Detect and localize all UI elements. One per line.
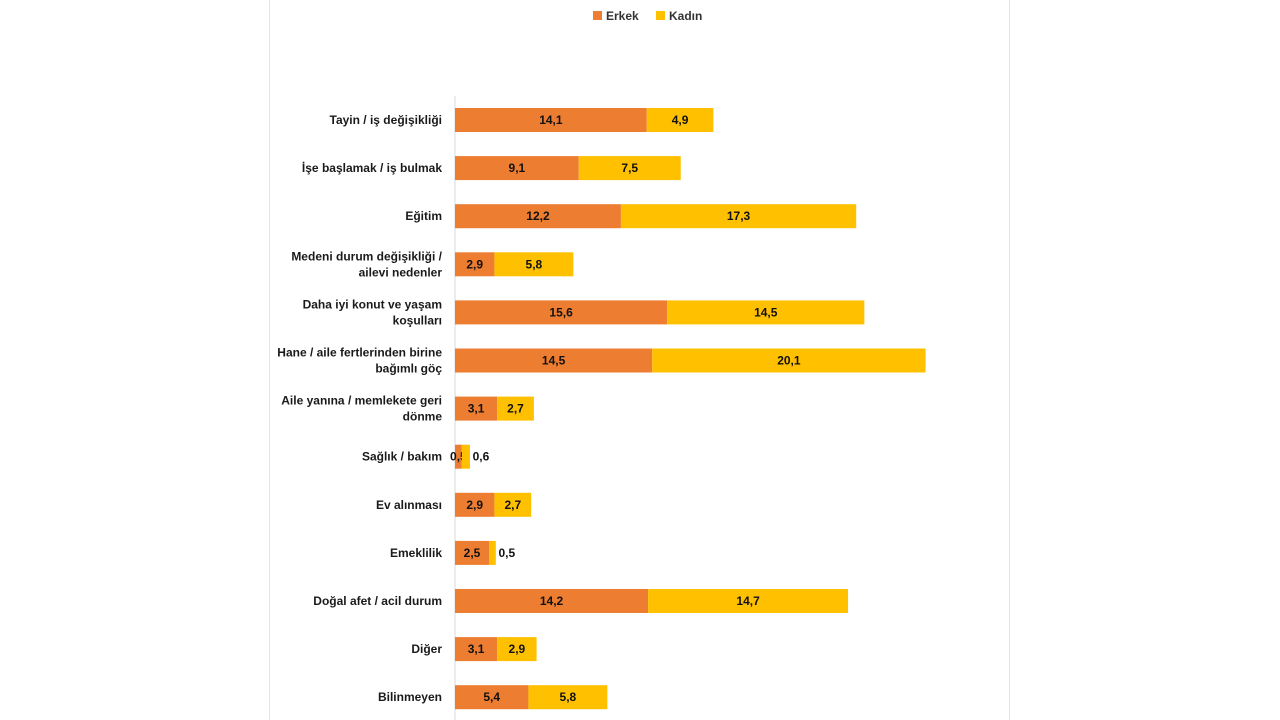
data-label-kadın: 5,8: [560, 690, 577, 704]
category-label: Ev alınması: [376, 498, 442, 512]
bar-kadın: [497, 396, 534, 421]
data-label-kadın: 2,7: [507, 402, 524, 416]
bar-erkek: [455, 589, 649, 613]
category-label: Emeklilik: [390, 546, 442, 560]
bar-kadın: [652, 348, 926, 373]
category-label: Sağlık / bakım: [362, 450, 442, 464]
data-label-kadın: 4,9: [672, 113, 689, 127]
data-label-erkek: 2,5: [464, 546, 481, 560]
category-label: Medeni durum değişikliği /: [291, 249, 442, 263]
data-label-kadın: 2,9: [509, 642, 526, 656]
bar-kadın: [528, 685, 608, 710]
category-label: ailevi nedenler: [359, 265, 443, 279]
bar-erkek: [455, 685, 529, 710]
bar-erkek: [455, 252, 495, 277]
bar-erkek: [455, 300, 668, 325]
data-label-erkek: 14,5: [542, 354, 566, 368]
bar-erkek: [455, 492, 495, 517]
bar-kadın: [494, 252, 574, 277]
data-label-kadın: 17,3: [727, 209, 751, 223]
data-label-erkek: 15,6: [549, 305, 573, 319]
category-label: İşe başlamak / iş bulmak: [302, 160, 442, 175]
category-label: Diğer: [411, 642, 442, 656]
data-label-kadın: 0,5: [498, 546, 515, 560]
bar-kadın: [497, 637, 537, 662]
bar-kadın: [489, 540, 496, 565]
data-label-erkek: 9,1: [509, 161, 526, 175]
data-label-erkek: 2,9: [466, 498, 483, 512]
bar-kadın: [461, 444, 470, 469]
bar-kadın: [646, 108, 714, 132]
data-label-kadın: 14,5: [754, 305, 778, 319]
legend-label-kadın: Kadın: [669, 9, 702, 23]
data-label-kadın: 14,7: [736, 594, 760, 608]
bar-kadın: [667, 300, 865, 325]
category-label: Tayin / iş değişikliği: [330, 113, 442, 127]
bar-erkek: [455, 108, 647, 132]
category-label: Bilinmeyen: [378, 690, 442, 704]
legend-swatch-erkek: [593, 11, 602, 20]
category-label: Doğal afet / acil durum: [313, 594, 442, 608]
legend-label-erkek: Erkek: [606, 9, 639, 23]
bar-erkek: [455, 637, 498, 662]
bar-kadın: [578, 156, 681, 181]
data-label-erkek: 3,1: [468, 642, 485, 656]
category-label: bağımlı göç: [375, 362, 442, 376]
data-label-erkek: 2,9: [466, 257, 483, 271]
data-label-kadın: 5,8: [526, 257, 543, 271]
bar-erkek: [455, 204, 621, 229]
bar-kadın: [494, 492, 532, 517]
category-label: Daha iyi konut ve yaşam: [303, 297, 442, 311]
category-label: Hane / aile fertlerinden birine: [277, 346, 442, 360]
category-label: Eğitim: [405, 209, 442, 223]
bar-erkek: [455, 156, 579, 181]
category-label: Aile yanına / memlekete geri: [281, 394, 442, 408]
data-label-kadın: 2,7: [504, 498, 521, 512]
bar-kadın: [620, 204, 857, 229]
left-frame-line: [269, 0, 270, 720]
right-frame-line: [1009, 0, 1010, 720]
data-label-erkek: 12,2: [526, 209, 550, 223]
data-label-erkek: 14,2: [540, 594, 564, 608]
data-label-erkek: 3,1: [468, 402, 485, 416]
data-label-erkek: 5,4: [483, 690, 500, 704]
bar-erkek: [455, 540, 489, 565]
category-label: koşulları: [393, 313, 442, 327]
data-label-kadın: 0,6: [473, 450, 490, 464]
data-label-kadın: 20,1: [777, 354, 801, 368]
bar-erkek: [455, 348, 653, 373]
data-label-kadın: 7,5: [621, 161, 638, 175]
legend-swatch-kadın: [656, 11, 665, 20]
data-label-erkek: 14,1: [539, 113, 563, 127]
bar-erkek: [455, 396, 498, 421]
bar-erkek: [455, 444, 462, 469]
bar-kadın: [648, 589, 849, 613]
category-label: dönme: [403, 410, 443, 424]
